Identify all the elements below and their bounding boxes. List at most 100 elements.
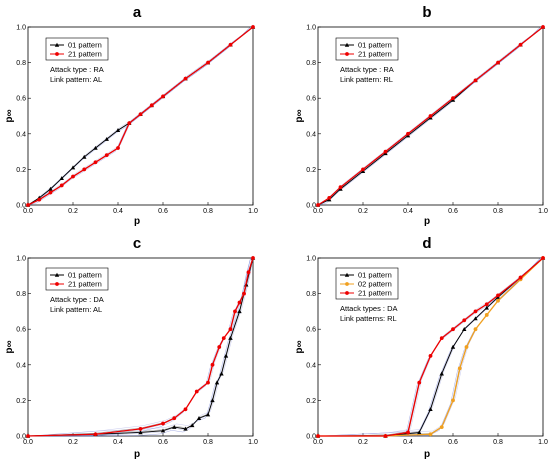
data-point	[160, 428, 166, 433]
data-point	[161, 421, 165, 426]
y-tick-label: 0.6	[306, 96, 316, 103]
data-point	[93, 432, 98, 437]
chart-panel-c: c 0.0 0.2 0.4 0.6 0.8 1.0 0.0 0.2 0.4 0.6 0.8 1.0 p p∞…	[4, 235, 258, 460]
data-point	[237, 309, 242, 314]
data-point	[518, 275, 523, 280]
data-point	[206, 60, 210, 65]
data-point	[451, 398, 455, 403]
legend-swatch-marker	[54, 272, 60, 277]
legend-swatch-marker	[55, 52, 59, 56]
legend-label: 02 pattern	[358, 280, 392, 289]
panel-letter: a	[133, 4, 142, 21]
data-point	[172, 416, 177, 421]
annotation-text: Attack type : RA	[340, 65, 394, 74]
data-point	[361, 167, 365, 172]
x-tick-label: 0.6	[158, 208, 168, 215]
data-point	[484, 313, 489, 317]
y-tick-label: 0.2	[16, 167, 26, 174]
data-point	[183, 76, 188, 81]
data-point	[228, 335, 233, 340]
data-point	[473, 316, 478, 321]
data-point	[194, 389, 199, 394]
data-point	[473, 309, 478, 314]
x-axis-label: p	[134, 449, 140, 460]
data-point	[183, 426, 188, 431]
x-tick-label: 0.2	[68, 208, 78, 215]
legend-swatch-marker	[345, 291, 349, 295]
data-point	[183, 407, 188, 412]
data-point	[221, 336, 226, 340]
x-tick-label: 0.8	[203, 439, 213, 446]
x-tick-label: 1.0	[538, 439, 548, 446]
x-tick-label: 0.6	[158, 439, 168, 446]
data-point	[457, 366, 462, 371]
data-point	[428, 354, 433, 358]
annotation-text: Attack type : RA	[50, 65, 104, 74]
data-point	[138, 426, 143, 431]
y-tick-label: 0.0	[16, 203, 26, 210]
data-point	[115, 128, 121, 132]
legend-label: 01 pattern	[68, 271, 102, 280]
data-point	[484, 302, 489, 307]
series-line-21-pattern	[317, 26, 544, 206]
y-tick-label: 0.2	[306, 398, 316, 405]
y-tick-label: 0.0	[306, 434, 316, 441]
x-tick-label: 0.8	[203, 208, 213, 215]
annotation-text: Link pattern: AL	[50, 305, 102, 314]
legend-swatch-marker	[345, 282, 349, 286]
data-point	[206, 380, 210, 385]
data-point	[217, 345, 222, 349]
y-axis-label: p∞	[4, 109, 15, 122]
x-axis-label: p	[134, 216, 140, 227]
run-curve	[28, 257, 251, 437]
data-point	[71, 174, 75, 179]
data-point	[462, 327, 467, 331]
data-point	[149, 103, 154, 108]
x-tick-label: 0.0	[23, 208, 33, 215]
annotation-text: Attack types : DA	[340, 304, 398, 313]
x-tick-label: 0.2	[68, 439, 78, 446]
x-tick-label: 0.4	[113, 208, 123, 215]
data-point	[383, 434, 388, 438]
x-tick-label: 0.4	[403, 208, 413, 215]
data-point	[541, 256, 545, 260]
legend-swatch-marker	[344, 42, 350, 47]
y-tick-label: 0.0	[306, 203, 316, 210]
x-axis-label: p	[424, 449, 430, 460]
data-point	[93, 160, 98, 165]
data-point	[228, 42, 233, 47]
data-point	[496, 298, 500, 303]
data-point	[190, 423, 195, 428]
panel-letter: b	[422, 4, 431, 21]
x-tick-label: 0.0	[313, 439, 323, 446]
plot-frame	[27, 257, 254, 437]
plot-frame	[27, 26, 254, 206]
chart-panel-d: d 0.0 0.2 0.4 0.6 0.8 1.0 0.0 0.2 0.4 0.6 0.8 1.0 p p∞…	[294, 235, 548, 460]
data-point	[59, 176, 64, 181]
chart-panel-b: b 0.0 0.2 0.4 0.6 0.8 1.0 0.0 0.2 0.4 0.6 0.8 1.0 p p∞…	[294, 4, 548, 227]
data-point	[104, 153, 109, 158]
run-curve	[30, 257, 254, 437]
annotation-text: Link pattern: RL	[340, 75, 393, 84]
data-point	[439, 371, 444, 376]
data-point	[26, 434, 30, 438]
y-tick-label: 0.2	[306, 167, 316, 174]
legend-label: 01 pattern	[358, 41, 392, 50]
panel-letter: d	[422, 235, 431, 252]
annotation-text: Link patterns: RL	[340, 314, 397, 323]
data-point	[464, 345, 469, 349]
y-tick-label: 0.4	[306, 131, 316, 138]
legend-label: 21 pattern	[68, 50, 102, 59]
data-point	[428, 114, 433, 118]
data-point	[26, 203, 30, 207]
x-tick-label: 0.2	[358, 208, 368, 215]
data-point	[70, 165, 76, 170]
data-point	[473, 327, 478, 332]
y-axis-label: p∞	[4, 340, 15, 353]
data-point	[383, 149, 388, 154]
data-point	[48, 190, 53, 195]
data-point	[210, 362, 215, 367]
data-point	[214, 380, 220, 385]
data-point	[439, 425, 444, 429]
